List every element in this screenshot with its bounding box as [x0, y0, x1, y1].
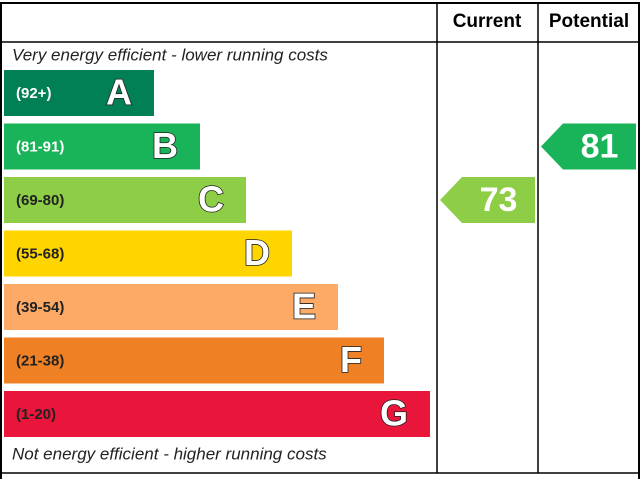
- band-range: (1-20): [16, 406, 56, 423]
- band-letter: G: [380, 393, 408, 434]
- band-bar: [4, 230, 292, 277]
- band-range: (21-38): [16, 352, 64, 369]
- potential-header: Potential: [549, 11, 629, 32]
- band-range: (81-91): [16, 138, 64, 155]
- band-letter: D: [244, 232, 270, 273]
- band-bar: [4, 177, 246, 223]
- band-bar: [4, 337, 384, 384]
- band-bar: [4, 123, 200, 170]
- band-letter: B: [152, 125, 178, 166]
- band-letter: C: [198, 179, 224, 220]
- bottom-note: Not energy efficient - higher running co…: [12, 444, 327, 463]
- band-range: (55-68): [16, 245, 64, 262]
- band-range: (39-54): [16, 299, 64, 316]
- current-header: Current: [453, 11, 522, 32]
- band-letter: F: [340, 339, 362, 380]
- band-letter: A: [106, 72, 132, 113]
- current-rating: 73: [480, 181, 518, 219]
- band-range: (69-80): [16, 192, 64, 209]
- band-bar: [4, 391, 430, 437]
- potential-arrow: [541, 123, 636, 170]
- band-bar: [4, 70, 154, 116]
- band-letter: E: [292, 286, 316, 327]
- potential-rating: 81: [581, 127, 619, 165]
- band-bar: [4, 284, 338, 330]
- top-note: Very energy efficient - lower running co…: [12, 45, 328, 64]
- band-range: (92+): [16, 85, 51, 102]
- current-arrow: [440, 177, 535, 223]
